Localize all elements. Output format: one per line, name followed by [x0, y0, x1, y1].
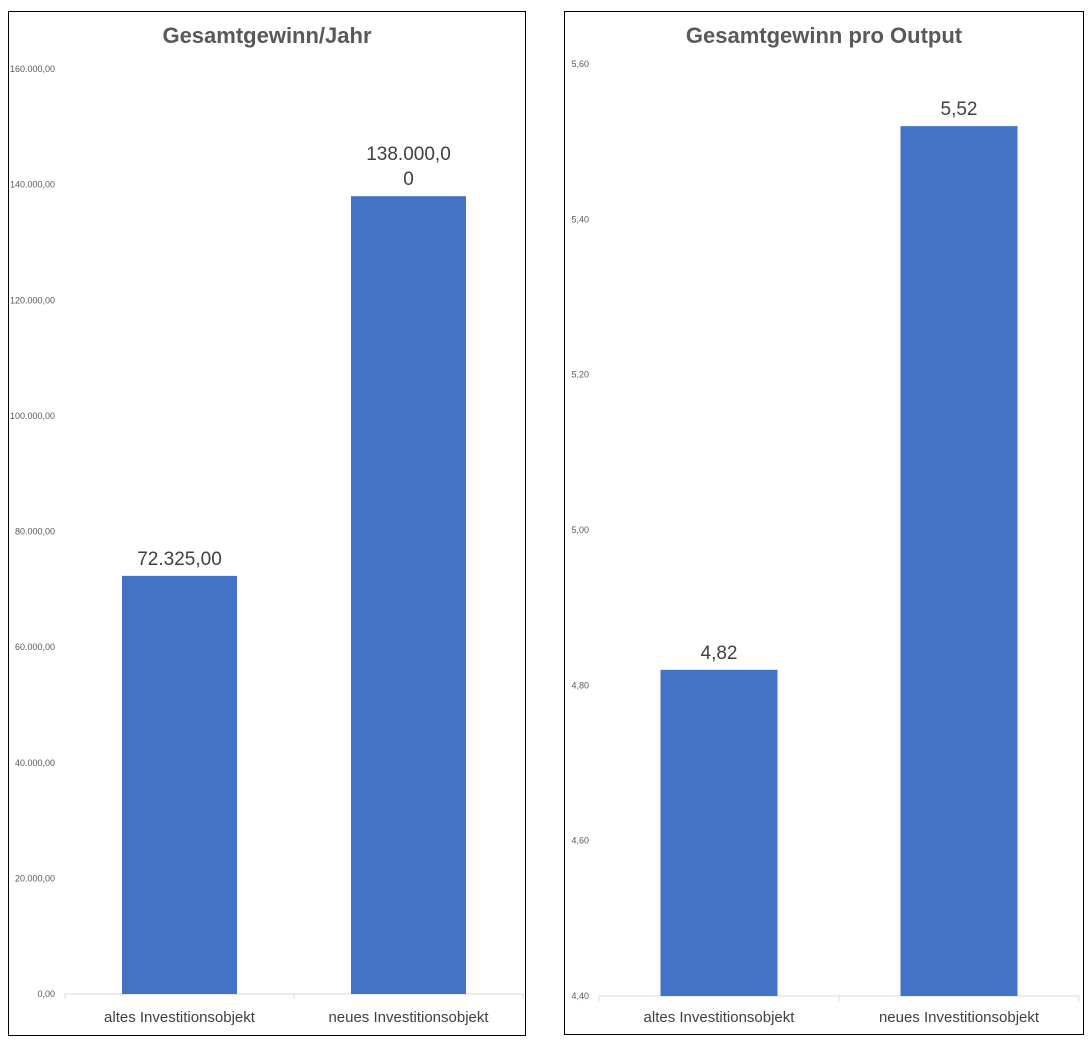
- data-label: 4,82: [701, 643, 738, 664]
- bar: [351, 196, 466, 994]
- chart-title: Gesamtgewinn/Jahr: [162, 23, 372, 48]
- y-tick-label: 140.000,00: [10, 180, 55, 190]
- category-label: altes Investitionsobjekt: [104, 1009, 256, 1026]
- y-tick-label: 20.000,00: [15, 873, 55, 883]
- y-tick-label: 5,00: [571, 525, 589, 535]
- category-label: neues Investitionsobjekt: [328, 1009, 489, 1026]
- y-tick-label: 0,00: [37, 989, 55, 999]
- y-tick-label: 4,80: [571, 680, 589, 690]
- data-label: 5,52: [941, 99, 978, 120]
- chart-panel-gesamtgewinn-pro-output: Gesamtgewinn pro Output 4,40 4,60 4,80 5,00 5…: [564, 11, 1084, 1035]
- data-label: 138.000,0 0: [366, 144, 451, 190]
- y-tick-label: 120.000,00: [10, 295, 55, 305]
- y-tick-label: 5,40: [571, 214, 589, 224]
- y-tick-label: 5,20: [571, 370, 589, 380]
- bar: [122, 575, 237, 994]
- category-label: altes Investitionsobjekt: [644, 1009, 796, 1026]
- data-label: 72.325,00: [137, 549, 222, 570]
- y-tick-label: 100.000,00: [10, 411, 55, 421]
- chart-panel-gesamtgewinn-jahr: Gesamtgewinn/Jahr 0,00 20.000,00 40.000,00 6…: [8, 11, 526, 1036]
- bar: [900, 126, 1018, 997]
- y-tick-label: 5,60: [571, 59, 589, 69]
- bar: [660, 669, 778, 996]
- y-tick-label: 4,60: [571, 836, 589, 846]
- bar-chart: Gesamtgewinn pro Output 4,40 4,60 4,80 5,00 5…: [571, 23, 1080, 1026]
- bar-chart: Gesamtgewinn/Jahr 0,00 20.000,00 40.000,00 6…: [10, 23, 524, 1026]
- y-tick-label: 80.000,00: [15, 527, 55, 537]
- y-tick-label: 160.000,00: [10, 64, 55, 74]
- y-tick-label: 4,40: [571, 991, 589, 1001]
- y-tick-label: 40.000,00: [15, 758, 55, 768]
- chart-title: Gesamtgewinn pro Output: [686, 23, 963, 48]
- y-tick-label: 60.000,00: [15, 642, 55, 652]
- category-label: neues Investitionsobjekt: [879, 1009, 1040, 1026]
